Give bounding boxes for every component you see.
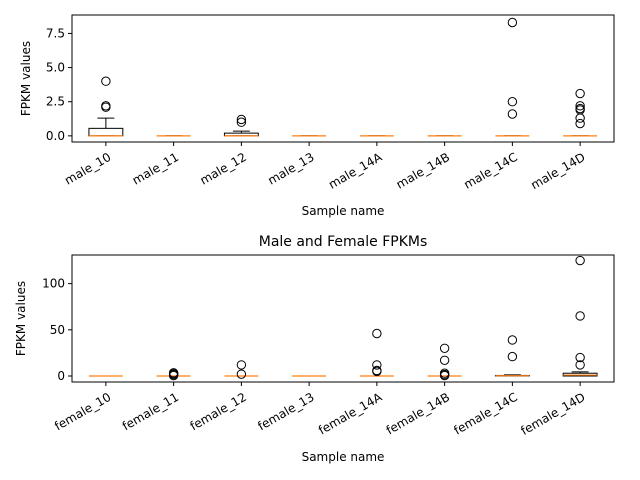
axes-frame-1	[71, 14, 615, 143]
x-tick-label: male_13	[265, 150, 316, 188]
outlier-point	[507, 335, 518, 345]
x-tick-label: female_10	[52, 390, 113, 433]
y-axis-label: FPKM values	[14, 281, 28, 356]
outlier-point	[575, 113, 585, 123]
outlier-point	[439, 343, 450, 353]
outlier-point	[575, 311, 585, 321]
outlier-point	[372, 328, 382, 339]
x-tick-label: male_14D	[528, 150, 587, 192]
outlier-point	[236, 360, 247, 370]
x-tick-label: male_14C	[461, 150, 519, 192]
x-tick-label: female_12	[188, 390, 249, 433]
x-tick-label: male_14A	[326, 150, 385, 192]
outlier-point	[439, 355, 450, 365]
outlier-point	[101, 76, 111, 86]
axes-frame-2	[71, 254, 615, 383]
outlier-point	[507, 97, 518, 107]
x-tick-label: male_12	[198, 150, 249, 188]
outlier-point	[575, 255, 585, 266]
x-tick-label: female_14A	[316, 390, 385, 438]
chart-title: Male and Female FPKMs	[259, 234, 428, 250]
x-tick-label: male_10	[62, 150, 113, 188]
x-axis-label: Sample name	[302, 450, 385, 464]
outlier-point	[439, 370, 450, 381]
outlier-point	[575, 360, 585, 370]
outlier-point	[101, 102, 111, 112]
y-tick-label: 7.5	[46, 26, 65, 40]
x-tick-label: female_14D	[518, 390, 587, 438]
y-tick-label: 0.0	[46, 129, 65, 143]
x-tick-label: female_11	[120, 390, 181, 433]
outlier-point	[575, 88, 585, 99]
y-tick-label: 0	[57, 369, 65, 383]
y-tick-label: 50	[50, 323, 65, 337]
outlier-point	[236, 369, 247, 379]
outlier-point	[168, 370, 179, 381]
outlier-point	[575, 101, 585, 111]
x-tick-label: female_14B	[384, 390, 452, 438]
x-tick-label: male_14B	[394, 150, 452, 192]
y-tick-label: 100	[42, 277, 65, 291]
y-tick-label: 5.0	[46, 61, 65, 75]
outlier-point	[372, 366, 382, 377]
x-axis-label: Sample name	[302, 204, 385, 218]
y-tick-label: 2.5	[46, 95, 65, 109]
outlier-point	[372, 360, 382, 370]
x-tick-label: female_14C	[451, 390, 520, 438]
x-tick-label: male_11	[130, 150, 181, 188]
outlier-point	[236, 114, 247, 125]
y-axis-label: FPKM values	[19, 41, 33, 116]
outlier-point	[507, 17, 518, 28]
outlier-point	[575, 118, 585, 129]
x-tick-label: female_13	[255, 390, 316, 433]
box-iqr	[88, 127, 124, 137]
outlier-point	[507, 351, 518, 362]
outlier-point	[575, 352, 585, 363]
outlier-point	[236, 117, 247, 127]
outlier-point	[507, 109, 518, 119]
